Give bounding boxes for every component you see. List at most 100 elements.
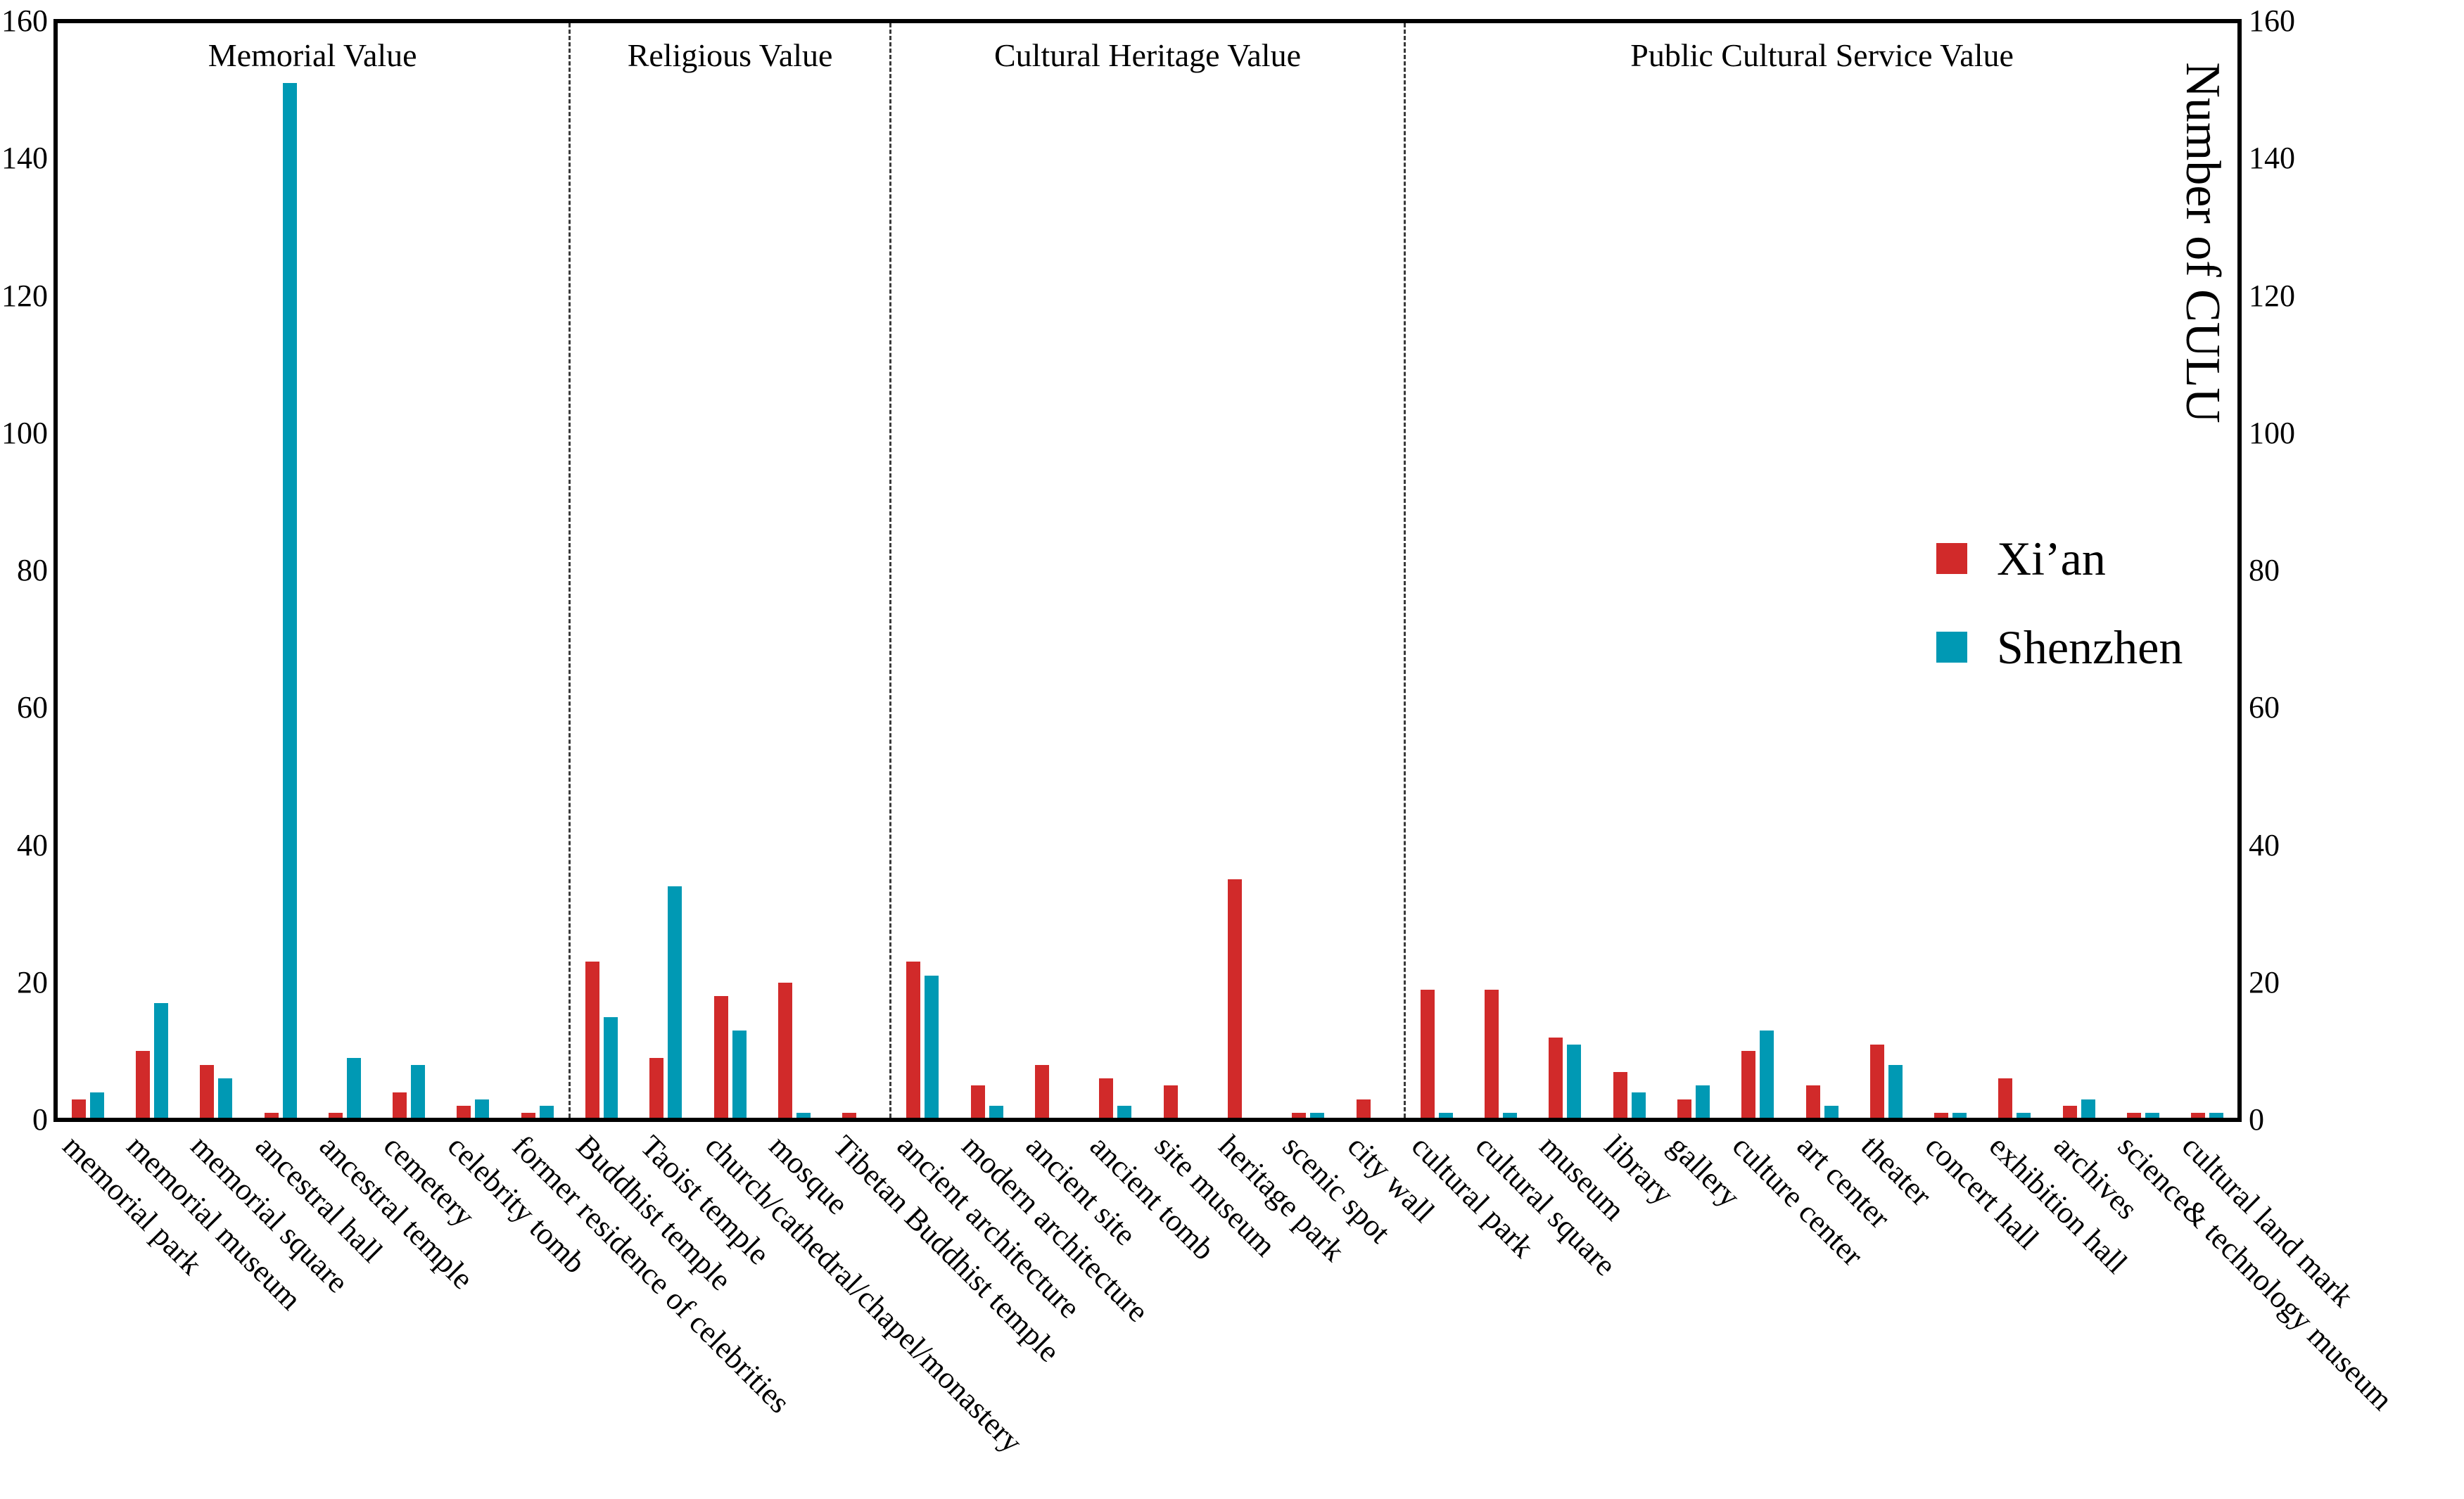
bar-xian [2127, 1113, 2142, 1120]
y-tick-label-left: 120 [1, 278, 48, 313]
y-tick-label-right: 40 [2249, 827, 2280, 862]
y-tick-label-left: 20 [17, 964, 48, 1000]
bar-xian [1549, 1037, 1563, 1120]
bar-xian [1741, 1051, 1756, 1120]
bar-shenzhen [153, 1003, 168, 1120]
bar-xian [264, 1113, 279, 1120]
bar-shenzhen [1952, 1113, 1967, 1120]
bar-shenzhen [2209, 1113, 2224, 1120]
bar-xian [970, 1085, 985, 1120]
bar-shenzhen [989, 1106, 1003, 1120]
section-divider [1403, 23, 1406, 1118]
y-tick-label-left: 160 [1, 4, 48, 38]
section-title: Public Cultural Service Value [1630, 37, 2014, 73]
bar-shenzhen [668, 886, 682, 1120]
bar-shenzhen [411, 1064, 426, 1120]
y-tick-label-left: 100 [1, 415, 48, 450]
bar-xian [200, 1064, 215, 1120]
bar-xian [1485, 989, 1499, 1120]
section-divider [568, 23, 571, 1118]
bar-shenzhen [218, 1078, 233, 1120]
y-axis-title: Number of CULU [2176, 62, 2230, 423]
bar-shenzhen [346, 1058, 361, 1120]
x-category-label: science& technology museum [2111, 1128, 2400, 1417]
bar-shenzhen [925, 975, 939, 1120]
bar-xian [1227, 879, 1242, 1120]
bar-shenzhen [796, 1113, 811, 1120]
legend-label-shenzhen: Shenzhen [1997, 620, 2183, 674]
y-tick-label-right: 140 [2249, 141, 2295, 176]
bar-xian [1805, 1085, 1820, 1120]
bar-xian [1099, 1078, 1114, 1120]
bar-xian [1420, 989, 1435, 1120]
bar-xian [1292, 1113, 1307, 1120]
bar-shenzhen [1567, 1044, 1582, 1120]
bar-shenzhen [1117, 1106, 1132, 1120]
bar-xian [906, 962, 921, 1120]
y-tick-label-right: 60 [2249, 690, 2280, 725]
bar-xian [842, 1113, 857, 1120]
bar-xian [393, 1092, 407, 1120]
bar-shenzhen [539, 1106, 554, 1120]
bar-xian [521, 1113, 535, 1120]
bar-shenzhen [1631, 1092, 1646, 1120]
bar-shenzhen [1760, 1031, 1774, 1120]
y-tick-label-right: 20 [2249, 964, 2280, 1000]
bar-shenzhen [732, 1031, 747, 1120]
section-title: Cultural Heritage Value [993, 37, 1302, 73]
bar-shenzhen [2017, 1113, 2031, 1120]
bar-xian [71, 1099, 86, 1120]
y-tick-label-right: 0 [2249, 1102, 2264, 1137]
y-tick-label-left: 0 [32, 1102, 48, 1137]
x-category-label: gallery [1661, 1128, 1747, 1214]
bar-shenzhen [1696, 1085, 1710, 1120]
section-divider [889, 23, 892, 1118]
bar-shenzhen [282, 82, 297, 1120]
bar-xian [1613, 1071, 1627, 1120]
y-tick-label-right: 100 [2249, 415, 2295, 450]
bar-shenzhen [2081, 1099, 2095, 1120]
bar-xian [1677, 1099, 1691, 1120]
legend: Xi’an Shenzhen [1936, 535, 2183, 712]
bar-shenzhen [1888, 1064, 1903, 1120]
bar-xian [1998, 1078, 2013, 1120]
legend-label-xian: Xi’an [1997, 532, 2106, 585]
shenzhen-color-swatch [1936, 632, 1967, 663]
bar-xian [585, 962, 599, 1120]
bar-shenzhen [475, 1099, 490, 1120]
plot-frame [53, 19, 2242, 1122]
xian-color-swatch [1936, 543, 1967, 574]
bar-shenzhen [89, 1092, 104, 1120]
legend-item-xian: Xi’an [1936, 535, 2183, 582]
bar-shenzhen [1310, 1113, 1325, 1120]
bar-xian [1163, 1085, 1178, 1120]
bar-xian [328, 1113, 343, 1120]
bar-xian [649, 1058, 664, 1120]
y-tick-label-left: 40 [17, 827, 48, 862]
y-tick-label-left: 60 [17, 690, 48, 725]
bar-xian [1356, 1099, 1371, 1120]
bar-xian [135, 1051, 150, 1120]
bar-xian [1934, 1113, 1949, 1120]
bar-shenzhen [1824, 1106, 1839, 1120]
bar-xian [777, 982, 792, 1120]
bar-xian [2191, 1113, 2206, 1120]
y-tick-label-left: 80 [17, 553, 48, 587]
bar-shenzhen [1503, 1113, 1518, 1120]
bar-xian [1035, 1064, 1050, 1120]
bar-xian [713, 996, 728, 1120]
legend-item-shenzhen: Shenzhen [1936, 623, 2183, 671]
y-tick-label-right: 80 [2249, 553, 2280, 587]
bar-shenzhen [1438, 1113, 1453, 1120]
y-tick-label-left: 140 [1, 141, 48, 176]
bar-xian [457, 1106, 471, 1120]
y-tick-label-right: 120 [2249, 278, 2295, 313]
bar-xian [2062, 1106, 2077, 1120]
bar-shenzhen [604, 1016, 618, 1120]
bar-shenzhen [2145, 1113, 2160, 1120]
bar-xian [1869, 1044, 1884, 1120]
y-tick-label-right: 160 [2249, 4, 2295, 38]
section-title: Religious Value [627, 37, 833, 73]
section-title: Memorial Value [208, 37, 417, 73]
